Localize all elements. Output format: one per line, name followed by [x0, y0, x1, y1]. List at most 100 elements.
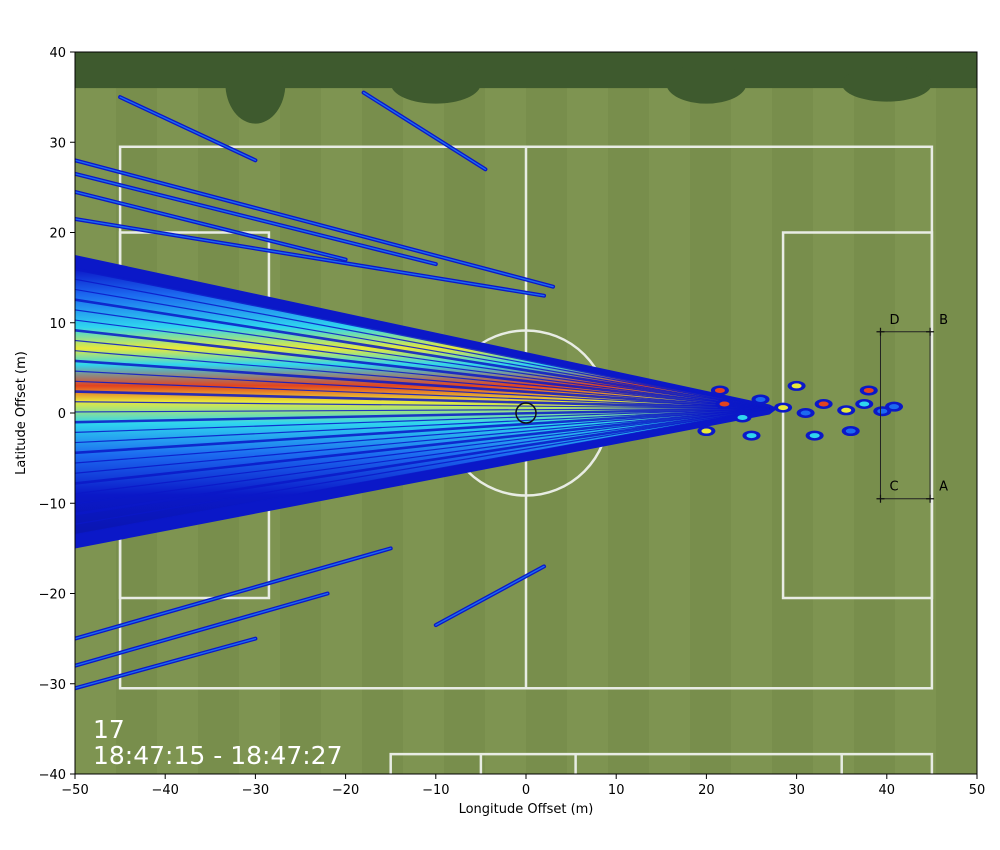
side-lobe-core	[75, 637, 257, 689]
side-lobe-core	[75, 191, 347, 261]
tree-canopy	[225, 52, 932, 124]
source-marker	[515, 402, 537, 424]
corner-label-b: B	[939, 313, 948, 328]
beam-fringe	[75, 407, 770, 525]
x-tick-label: −10	[422, 783, 449, 798]
x-tick-label: −40	[151, 783, 178, 798]
corner-label-d: D	[889, 313, 899, 328]
y-tick-label: 30	[49, 136, 66, 151]
side-lobe-core	[75, 173, 437, 265]
beam-fringe	[75, 407, 770, 433]
speckle-core	[800, 410, 811, 416]
x-tick-label: −50	[61, 783, 88, 798]
tree-line	[75, 52, 977, 89]
corner-box: A B C D	[876, 313, 948, 503]
beam-fringe	[75, 359, 770, 410]
x-axis-ticks: −50 −40 −30 −20 −10 0 10 20 30 40 50	[61, 774, 985, 798]
side-lobe-core	[75, 547, 392, 640]
y-tick-label: −30	[39, 678, 66, 693]
beam-fringe	[75, 407, 770, 536]
tree-canopy-blob	[666, 63, 747, 104]
beam-fringe	[75, 407, 770, 474]
y-tick-label: 0	[58, 407, 66, 422]
corner-label-c: C	[889, 480, 898, 495]
x-tick-label: 20	[698, 783, 715, 798]
beam-fringe	[75, 267, 770, 410]
beam-fringe	[75, 350, 770, 410]
corner-marker	[926, 494, 935, 503]
x-tick-label: −20	[332, 783, 359, 798]
tree-canopy-blob	[390, 63, 481, 104]
speckle-core	[877, 408, 888, 414]
beam-fringe	[75, 380, 770, 410]
speckle-core	[719, 401, 730, 407]
side-lobes	[75, 90, 556, 691]
beam-fringe	[75, 407, 770, 495]
side-lobe-core	[75, 218, 545, 297]
x-tick-label: 40	[879, 783, 896, 798]
y-axis-ticks: −40 −30 −20 −10 0 10 20 30 40	[39, 46, 75, 783]
y-tick-label: −40	[39, 768, 66, 783]
beam-fringe	[75, 407, 770, 444]
speckle-core	[778, 405, 789, 411]
speckle-core	[737, 415, 748, 421]
beam-fringe	[75, 328, 770, 410]
beam-fringe	[75, 390, 770, 410]
y-tick-label: −20	[39, 588, 66, 603]
x-tick-label: 50	[969, 783, 986, 798]
speckle-core	[809, 433, 820, 439]
speckle-core	[714, 387, 725, 393]
speckle-core	[755, 396, 766, 402]
beam-fringe	[75, 278, 770, 410]
y-tick-label: 20	[49, 227, 66, 242]
y-tick-label: −10	[39, 497, 66, 512]
beam-fringe	[75, 339, 770, 410]
tree-canopy-blob	[841, 65, 932, 102]
corner-label-a: A	[939, 480, 948, 495]
signal-beam	[75, 255, 904, 549]
speckle-core	[841, 407, 852, 413]
beam-fringe	[75, 407, 770, 516]
x-tick-label: −30	[242, 783, 269, 798]
beam-fringe	[75, 298, 770, 410]
side-lobe-core	[435, 565, 545, 626]
speckle-core	[701, 428, 712, 434]
frame-number: 17	[93, 715, 125, 744]
speckle-core	[845, 428, 856, 434]
beam-fringe	[75, 407, 770, 485]
y-tick-label: 40	[49, 46, 66, 61]
beam-fringe	[75, 407, 770, 464]
beam-fringe	[75, 407, 770, 505]
beam-fringe	[75, 401, 770, 410]
beam-fringe	[75, 370, 770, 410]
beam-fringe	[75, 309, 770, 410]
beam-fringe	[75, 407, 770, 424]
side-lobe-core	[362, 91, 487, 171]
beam-fringe	[75, 407, 770, 455]
time-range: 18:47:15 - 18:47:27	[93, 741, 342, 770]
speckle-core	[746, 433, 757, 439]
beam-fringe	[75, 407, 770, 413]
corner-marker	[876, 494, 885, 503]
side-lobe-core	[75, 592, 329, 667]
beam-fringe	[75, 319, 770, 410]
beam-core	[75, 269, 770, 535]
beam-fringe	[75, 288, 770, 410]
tree-canopy-blob	[225, 52, 286, 124]
y-tick-label: 10	[49, 317, 66, 332]
x-axis-label: Longitude Offset (m)	[459, 802, 594, 817]
x-tick-label: 30	[788, 783, 805, 798]
speckle-core	[859, 401, 870, 407]
corner-marker	[876, 327, 885, 336]
x-tick-label: 0	[522, 783, 530, 798]
speckle-core	[863, 387, 874, 393]
plot-area: A B C D	[75, 52, 977, 774]
y-axis-label: Latitude Offset (m)	[14, 351, 29, 475]
lower-pitch-line	[389, 752, 934, 774]
x-tick-label: 10	[608, 783, 625, 798]
speckle-core	[889, 404, 900, 410]
side-lobe-core	[119, 96, 257, 162]
speckle-core	[791, 383, 802, 389]
speckle-core	[818, 401, 829, 407]
